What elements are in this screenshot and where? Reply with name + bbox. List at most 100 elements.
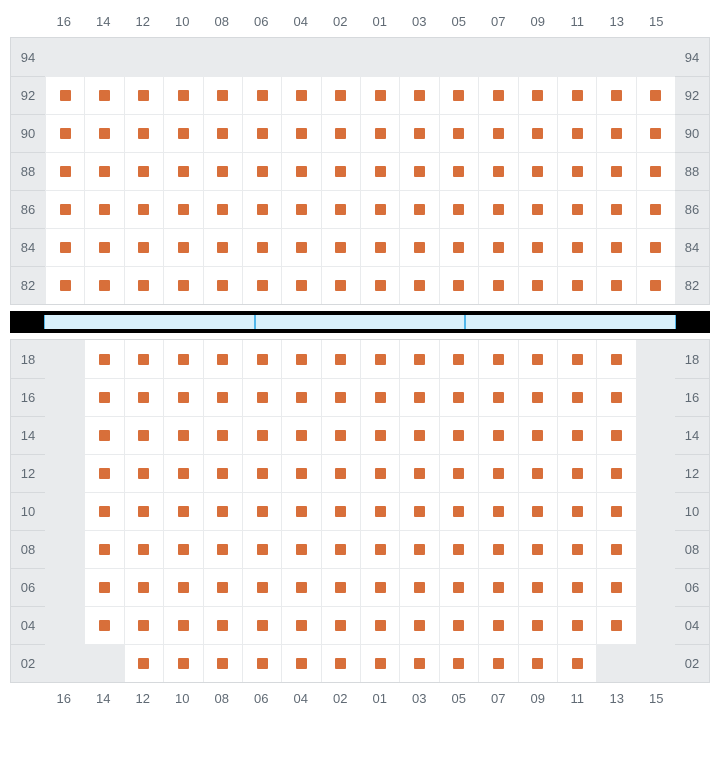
seat-cell[interactable] [281, 340, 320, 378]
seat-cell[interactable] [203, 378, 242, 416]
seat-cell[interactable] [124, 190, 163, 228]
seat-cell[interactable] [242, 266, 281, 304]
seat-cell[interactable] [124, 416, 163, 454]
seat-cell[interactable] [596, 340, 635, 378]
seat-cell[interactable] [360, 530, 399, 568]
seat-cell[interactable] [45, 152, 84, 190]
seat-cell[interactable] [557, 340, 596, 378]
seat-cell[interactable] [203, 606, 242, 644]
seat-cell[interactable] [478, 266, 517, 304]
seat-cell[interactable] [557, 228, 596, 266]
seat-cell[interactable] [163, 228, 202, 266]
seat-cell[interactable] [596, 606, 635, 644]
seat-cell[interactable] [557, 114, 596, 152]
seat-cell[interactable] [596, 454, 635, 492]
seat-cell[interactable] [636, 152, 675, 190]
seat-cell[interactable] [84, 266, 123, 304]
seat-cell[interactable] [478, 492, 517, 530]
seat-cell[interactable] [321, 76, 360, 114]
seat-cell[interactable] [203, 76, 242, 114]
seat-cell[interactable] [124, 454, 163, 492]
seat-cell[interactable] [360, 228, 399, 266]
seat-cell[interactable] [399, 190, 438, 228]
seat-cell[interactable] [124, 152, 163, 190]
seat-cell[interactable] [596, 492, 635, 530]
seat-cell[interactable] [321, 644, 360, 682]
seat-cell[interactable] [281, 568, 320, 606]
seat-cell[interactable] [478, 190, 517, 228]
seat-cell[interactable] [360, 606, 399, 644]
seat-cell[interactable] [124, 530, 163, 568]
seat-cell[interactable] [478, 228, 517, 266]
seat-cell[interactable] [518, 340, 557, 378]
seat-cell[interactable] [596, 114, 635, 152]
seat-cell[interactable] [557, 190, 596, 228]
seat-cell[interactable] [281, 76, 320, 114]
seat-cell[interactable] [399, 114, 438, 152]
seat-cell[interactable] [84, 454, 123, 492]
seat-cell[interactable] [360, 568, 399, 606]
seat-cell[interactable] [84, 190, 123, 228]
seat-cell[interactable] [124, 266, 163, 304]
seat-cell[interactable] [124, 606, 163, 644]
seat-cell[interactable] [163, 454, 202, 492]
seat-cell[interactable] [518, 606, 557, 644]
seat-cell[interactable] [84, 568, 123, 606]
seat-cell[interactable] [321, 378, 360, 416]
seat-cell[interactable] [360, 378, 399, 416]
seat-cell[interactable] [439, 606, 478, 644]
seat-cell[interactable] [636, 76, 675, 114]
seat-cell[interactable] [478, 416, 517, 454]
seat-cell[interactable] [596, 76, 635, 114]
seat-cell[interactable] [281, 228, 320, 266]
seat-cell[interactable] [557, 454, 596, 492]
seat-cell[interactable] [281, 530, 320, 568]
seat-cell[interactable] [478, 152, 517, 190]
seat-cell[interactable] [518, 644, 557, 682]
seat-cell[interactable] [203, 228, 242, 266]
seat-cell[interactable] [124, 228, 163, 266]
seat-cell[interactable] [84, 530, 123, 568]
seat-cell[interactable] [439, 190, 478, 228]
seat-cell[interactable] [203, 152, 242, 190]
seat-cell[interactable] [439, 114, 478, 152]
seat-cell[interactable] [242, 190, 281, 228]
seat-cell[interactable] [242, 378, 281, 416]
seat-cell[interactable] [399, 530, 438, 568]
seat-cell[interactable] [84, 606, 123, 644]
seat-cell[interactable] [557, 492, 596, 530]
seat-cell[interactable] [281, 114, 320, 152]
seat-cell[interactable] [321, 492, 360, 530]
seat-cell[interactable] [242, 454, 281, 492]
seat-cell[interactable] [242, 568, 281, 606]
seat-cell[interactable] [439, 454, 478, 492]
seat-cell[interactable] [321, 454, 360, 492]
seat-cell[interactable] [360, 190, 399, 228]
seat-cell[interactable] [163, 644, 202, 682]
seat-cell[interactable] [321, 416, 360, 454]
seat-cell[interactable] [596, 190, 635, 228]
seat-cell[interactable] [242, 530, 281, 568]
seat-cell[interactable] [439, 378, 478, 416]
seat-cell[interactable] [399, 568, 438, 606]
seat-cell[interactable] [518, 454, 557, 492]
seat-cell[interactable] [45, 76, 84, 114]
seat-cell[interactable] [399, 378, 438, 416]
seat-cell[interactable] [163, 190, 202, 228]
seat-cell[interactable] [281, 454, 320, 492]
seat-cell[interactable] [439, 76, 478, 114]
seat-cell[interactable] [360, 644, 399, 682]
seat-cell[interactable] [281, 378, 320, 416]
seat-cell[interactable] [478, 530, 517, 568]
seat-cell[interactable] [163, 492, 202, 530]
seat-cell[interactable] [163, 114, 202, 152]
seat-cell[interactable] [321, 190, 360, 228]
seat-cell[interactable] [203, 416, 242, 454]
seat-cell[interactable] [281, 644, 320, 682]
seat-cell[interactable] [242, 228, 281, 266]
seat-cell[interactable] [163, 378, 202, 416]
seat-cell[interactable] [518, 228, 557, 266]
seat-cell[interactable] [281, 492, 320, 530]
seat-cell[interactable] [636, 190, 675, 228]
seat-cell[interactable] [360, 454, 399, 492]
